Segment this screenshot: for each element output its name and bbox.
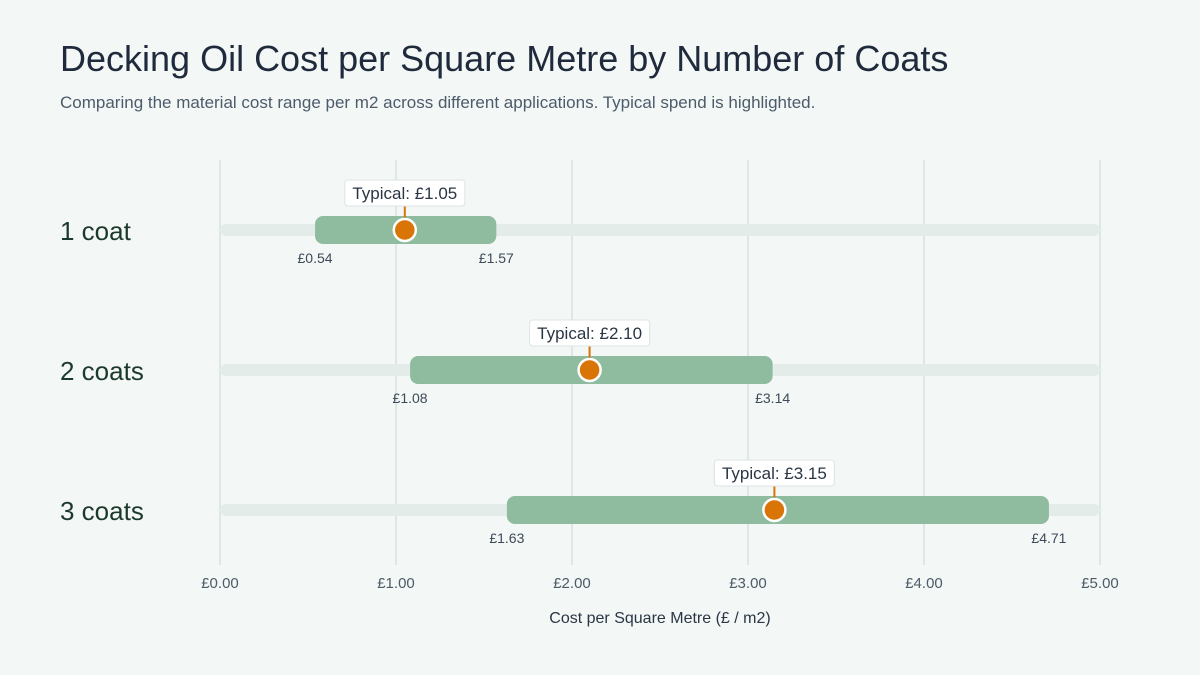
max-label: £1.57 (479, 250, 514, 266)
x-tick-label: £3.00 (729, 575, 767, 592)
row-label: 1 coat (60, 216, 132, 246)
typical-callout-box (529, 319, 651, 347)
chart-title: Decking Oil Cost per Square Metre by Num… (60, 38, 949, 79)
x-tick-label: £1.00 (377, 575, 415, 592)
x-axis-title: Cost per Square Metre (£ / m2) (549, 610, 770, 627)
typical-label: Typical: £2.10 (537, 324, 642, 343)
min-label: £1.63 (489, 530, 524, 546)
row-label: 2 coats (60, 356, 144, 386)
x-tick-label: £0.00 (201, 575, 239, 592)
max-label: £4.71 (1031, 530, 1066, 546)
x-tick-label: £4.00 (905, 575, 943, 592)
x-tick-label: £5.00 (1081, 575, 1119, 592)
row-label: 3 coats (60, 496, 144, 526)
typical-callout-box (713, 459, 835, 487)
typical-marker (577, 357, 602, 383)
min-label: £1.08 (393, 390, 428, 406)
typical-label: Typical: £3.15 (722, 464, 827, 483)
x-tick-label: £2.00 (553, 575, 591, 592)
typical-marker (392, 217, 418, 243)
typical-marker (762, 497, 787, 523)
typical-callout-box (344, 179, 466, 207)
typical-label: Typical: £1.05 (352, 184, 457, 203)
min-label: £0.54 (298, 250, 333, 266)
max-label: £3.14 (755, 390, 790, 406)
chart-subtitle: Comparing the material cost range per m2… (60, 93, 816, 112)
